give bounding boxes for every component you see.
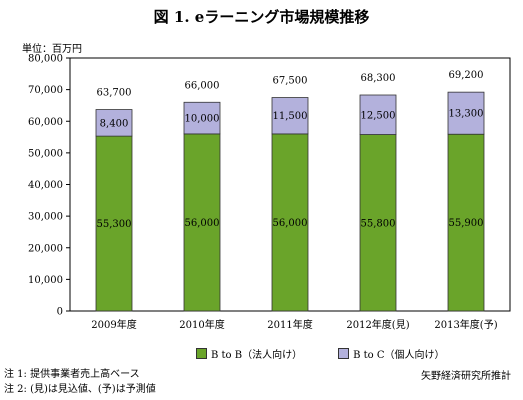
bar-segment-btob [95, 135, 133, 312]
notes: 注 1: 提供事業者売上高ベース 注 2: (見)は見込値、(予)は予測値 [4, 367, 156, 397]
unit-label: 単位：百万円 [22, 44, 82, 55]
y-tick-label: 10,000 [28, 275, 63, 286]
data-label-btob: 55,900 [449, 218, 484, 229]
total-label: 63,700 [97, 88, 132, 99]
y-tick-label: 80,000 [28, 54, 63, 65]
y-tick-label: 0 [57, 307, 63, 318]
y-tick-label: 20,000 [28, 243, 63, 254]
bar-segment-btoc [359, 94, 397, 135]
data-label-btoc: 11,500 [273, 111, 308, 122]
chart-title: 図 1. eラーニング市場規模推移 [153, 8, 370, 26]
y-tick-label: 60,000 [28, 117, 63, 128]
total-label: 68,300 [361, 73, 396, 84]
y-tick-label: 40,000 [28, 180, 63, 191]
legend-item-btoc: B to C（個人向け） [338, 346, 445, 361]
x-tick-label: 2013年度(予) [434, 318, 497, 331]
data-label-btob: 55,800 [361, 218, 396, 229]
data-label-btoc: 12,500 [361, 110, 396, 121]
note-2: 注 2: (見)は見込値、(予)は予測値 [4, 384, 156, 395]
stacked-bar-chart: 0 10,000 20,000 30,000 40,000 50,000 60,000 70,… [28, 54, 511, 331]
y-tick-label: 50,000 [28, 148, 63, 159]
data-label-btob: 56,000 [185, 218, 220, 229]
bar-segment-btoc [95, 109, 133, 137]
total-label: 66,000 [185, 80, 220, 91]
legend-label-btoc: B to C（個人向け） [353, 350, 445, 361]
legend-swatch-btoc [338, 348, 350, 359]
data-label-btoc: 10,000 [185, 114, 220, 125]
bar-segment-btob [183, 133, 221, 312]
x-tick-label: 2009年度 [91, 318, 136, 331]
total-label: 69,200 [449, 70, 484, 81]
legend: B to B（法人向け） B to C（個人向け） [196, 346, 445, 361]
bar-segment-btob [447, 133, 485, 312]
x-tick-label: 2010年度 [179, 318, 224, 331]
bar-segment-btoc [183, 101, 221, 135]
legend-swatch-btob [196, 348, 207, 359]
bar-segment-btoc [447, 91, 485, 135]
legend-item-btob: B to B（法人向け） [196, 346, 302, 361]
x-tick-label: 2012年度(見) [346, 318, 409, 331]
data-label-btob: 56,000 [273, 218, 308, 229]
bar-segment-btoc [271, 97, 309, 135]
data-label-btoc: 8,400 [100, 118, 129, 129]
data-label-btob: 55,300 [97, 219, 132, 230]
y-tick-label: 30,000 [28, 212, 63, 223]
total-label: 67,500 [273, 76, 308, 87]
data-label-btoc: 13,300 [449, 109, 484, 120]
legend-label-btob: B to B（法人向け） [211, 350, 303, 361]
x-tick-label: 2011年度 [267, 318, 312, 331]
y-tick-label: 70,000 [28, 85, 63, 96]
source-credit: 矢野経済研究所推計 [421, 371, 511, 382]
note-1: 注 1: 提供事業者売上高ベース [4, 369, 140, 380]
bar-segment-btob [359, 134, 397, 312]
